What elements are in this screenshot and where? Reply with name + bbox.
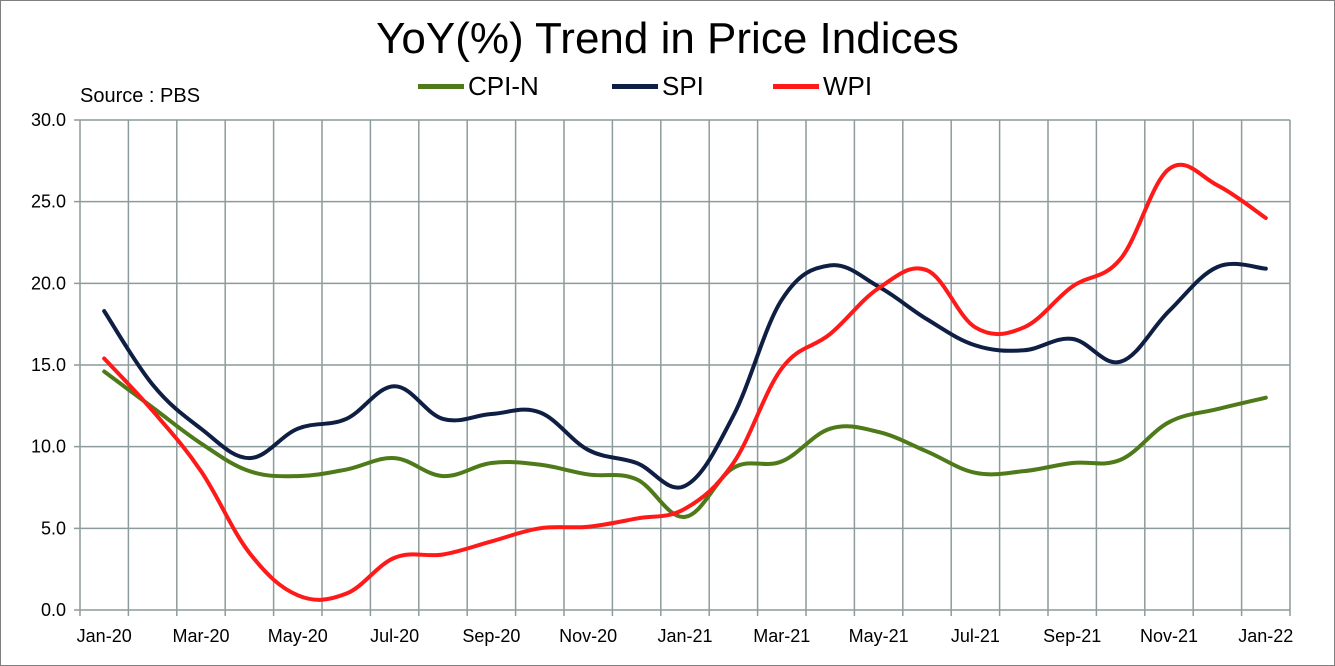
chart-title: YoY(%) Trend in Price Indices	[376, 14, 959, 63]
y-tick-label: 25.0	[31, 192, 66, 212]
x-tick-label: Jan-22	[1238, 626, 1293, 646]
x-tick-label: May-20	[268, 626, 328, 646]
series-line-spi	[102, 261, 1268, 490]
x-tick-label: Mar-21	[753, 626, 810, 646]
legend-item-wpi: WPI	[773, 68, 872, 104]
y-tick-label: 15.0	[31, 355, 66, 375]
y-tick-label: 5.0	[41, 518, 66, 538]
x-tick-label: Sep-21	[1043, 626, 1101, 646]
x-tick-labels: Jan-20 Mar-20 May-20 Jul-20 Sep-20 Nov-20 Jan-…	[77, 626, 1294, 646]
y-tick-labels: 0.0 5.0 10.0 15.0 20.0 25.0 30.0	[31, 110, 66, 620]
legend-item-spi: SPI	[612, 68, 704, 104]
legend-swatch-cpi-n	[418, 83, 464, 89]
x-tick-label: May-21	[849, 626, 909, 646]
legend-label-cpi-n: CPI-N	[468, 70, 539, 101]
y-tick-label: 0.0	[41, 600, 66, 620]
legend-item-cpi-n: CPI-N	[418, 68, 539, 104]
x-tick-label: Jul-20	[370, 626, 419, 646]
x-tick-label: Jan-21	[657, 626, 712, 646]
legend-label-spi: SPI	[662, 70, 704, 101]
y-tick-label: 20.0	[31, 273, 66, 293]
x-tick-label: Nov-21	[1140, 626, 1198, 646]
x-tick-label: Nov-20	[559, 626, 617, 646]
y-tick-label: 30.0	[31, 110, 66, 130]
series-line-cpi-n	[102, 369, 1268, 519]
series-lines	[102, 162, 1268, 602]
legend-swatch-spi	[612, 83, 658, 89]
source-note: Source : PBS	[80, 85, 201, 107]
x-tick-label: Mar-20	[172, 626, 229, 646]
y-tick-label: 10.0	[31, 437, 66, 457]
legend-swatch-wpi	[773, 83, 819, 89]
series-line-wpi	[102, 162, 1268, 602]
x-tick-label: Jan-20	[77, 626, 132, 646]
legend-label-wpi: WPI	[823, 70, 873, 101]
grid	[74, 119, 1291, 616]
x-tick-label: Jul-21	[951, 626, 1000, 646]
legend: CPI-N SPI WPI	[0, 68, 1335, 104]
x-tick-label: Sep-20	[462, 626, 520, 646]
